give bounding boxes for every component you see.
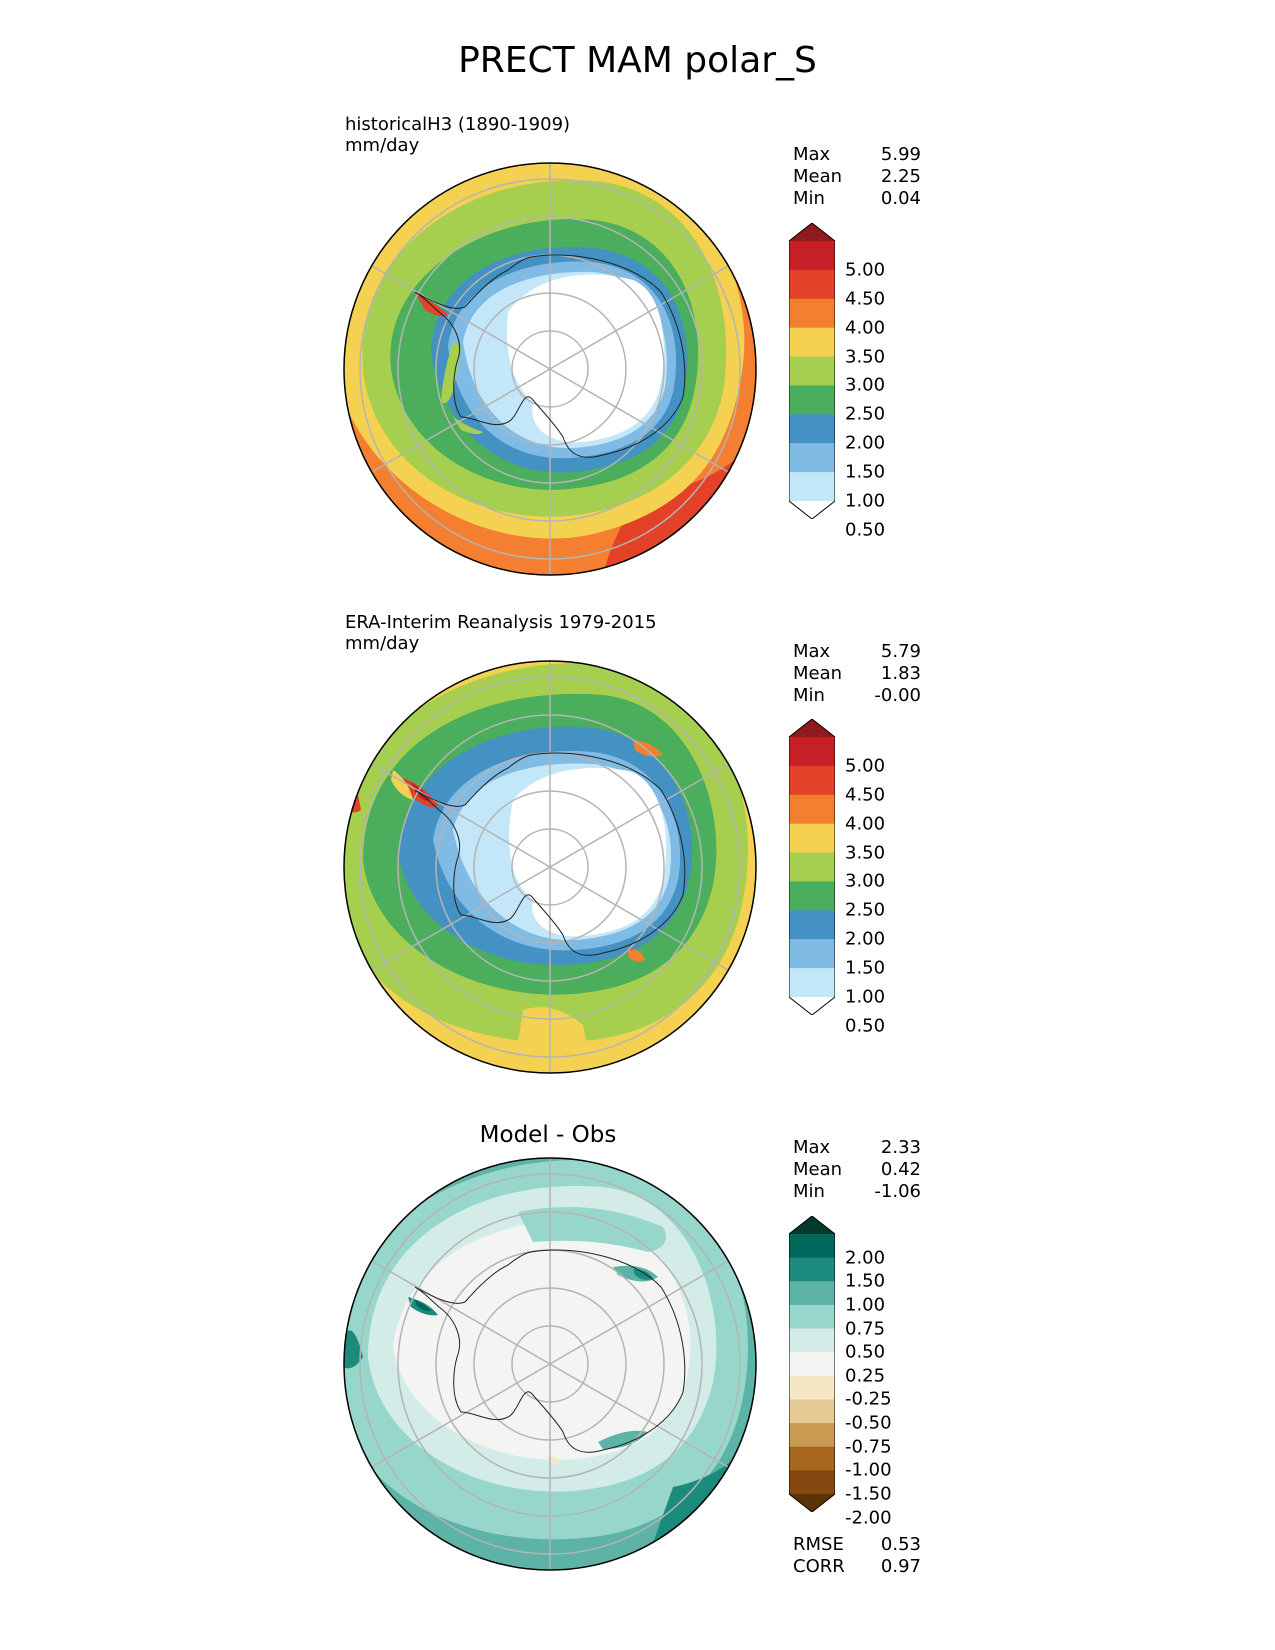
panel-3-metrics: RMSE 0.53 CORR 0.97 (793, 1534, 921, 1578)
panel-2-stats: Max 5.79 Mean 1.83 Min -0.00 (793, 641, 921, 707)
colorbar-tick-label: 1.50 (845, 1270, 886, 1292)
panel-2-colorbar (789, 719, 835, 1015)
colorbar-tick-label: 3.00 (845, 374, 886, 396)
colorbar-band (789, 1399, 835, 1424)
colorbar-tick-label: 2.50 (845, 899, 886, 921)
colorbar-band (789, 881, 835, 911)
colorbar-band (789, 1234, 835, 1259)
colorbar-tick-label: 0.25 (845, 1365, 886, 1387)
colorbar-tick-label: 0.50 (845, 519, 886, 541)
colorbar-tick-label: 1.00 (845, 1294, 886, 1316)
colorbar-band (789, 910, 835, 940)
colorbar-extend-bottom (789, 997, 835, 1015)
panel-2-title: ERA-Interim Reanalysis 1979-2015 mm/day (345, 612, 657, 654)
colorbar-tick-label: 1.50 (845, 957, 886, 979)
figure-title: PRECT MAM polar_S (458, 40, 817, 81)
colorbar-band (789, 939, 835, 969)
panel-2-label: ERA-Interim Reanalysis 1979-2015 (345, 612, 657, 633)
stat-max: Max 2.33 (793, 1137, 921, 1158)
colorbar-extend-top (789, 223, 835, 241)
colorbar-tick-label: -0.75 (845, 1436, 892, 1458)
panel-2-units: mm/day (345, 633, 420, 654)
colorbar-band (789, 1423, 835, 1448)
colorbar-band (789, 385, 835, 415)
stat-min: Min -1.06 (793, 1181, 921, 1202)
stat-mean: Mean 1.83 (793, 663, 921, 684)
stat-mean: Mean 0.42 (793, 1159, 921, 1180)
colorbar-tick-label: -1.00 (845, 1459, 892, 1481)
colorbar-tick-label: 4.00 (845, 813, 886, 835)
colorbar-band (789, 241, 835, 271)
colorbar-band (789, 1470, 835, 1495)
stat-min: Min -0.00 (793, 685, 921, 706)
colorbar-tick-label: -0.50 (845, 1412, 892, 1434)
colorbar-band (789, 794, 835, 825)
colorbar-tick-label: 3.00 (845, 870, 886, 892)
stat-max: Max 5.79 (793, 641, 921, 662)
colorbar-band (789, 823, 835, 854)
panel-1-title: historicalH3 (1890-1909) mm/day (345, 114, 570, 156)
colorbar-tick-label: 0.50 (845, 1015, 886, 1037)
stat-min: Min 0.04 (793, 188, 921, 209)
colorbar-tick-label: 1.00 (845, 986, 886, 1008)
colorbar-tick-label: 4.00 (845, 317, 886, 339)
colorbar-band (789, 1328, 835, 1353)
colorbar-band (789, 1352, 835, 1377)
colorbar-tick-label: 1.50 (845, 461, 886, 483)
colorbar-band (789, 472, 835, 502)
colorbar-tick-label: 1.00 (845, 490, 886, 512)
colorbar-tick-label: 0.75 (845, 1318, 886, 1340)
colorbar-extend-bottom (789, 1494, 835, 1512)
colorbar-tick-label: 3.50 (845, 346, 886, 368)
colorbar-band (789, 1304, 835, 1330)
metric-rmse: RMSE 0.53 (793, 1534, 921, 1555)
colorbar-band (789, 737, 835, 767)
colorbar-tick-label: 3.50 (845, 842, 886, 864)
colorbar-tick-label: 4.50 (845, 288, 886, 310)
colorbar-tick-label: 5.00 (845, 259, 886, 281)
colorbar-tick-label: -1.50 (845, 1483, 892, 1505)
colorbar-band (789, 1446, 835, 1471)
colorbar-band (789, 1257, 835, 1282)
colorbar-band (789, 443, 835, 473)
colorbar-extend-bottom (789, 501, 835, 519)
colorbar-tick-label: 5.00 (845, 755, 886, 777)
colorbar-band (789, 765, 835, 796)
colorbar-tick-label: -0.25 (845, 1388, 892, 1410)
panel-3-stats: Max 2.33 Mean 0.42 Min -1.06 (793, 1137, 921, 1203)
colorbar-extend-top (789, 719, 835, 737)
colorbar-band (789, 1375, 835, 1400)
colorbar-tick-label: 2.50 (845, 403, 886, 425)
colorbar-tick-label: 2.00 (845, 432, 886, 454)
panel-1-label: historicalH3 (1890-1909) (345, 114, 571, 135)
colorbar-band (789, 968, 835, 998)
colorbar-band (789, 327, 835, 358)
panel-3-colorbar (789, 1216, 835, 1512)
panel-1-units: mm/day (345, 135, 420, 156)
colorbar-tick-label: 4.50 (845, 784, 886, 806)
panel-3-map (343, 1157, 757, 1571)
colorbar-band (789, 356, 835, 386)
stat-mean: Mean 2.25 (793, 166, 921, 187)
panel-1-stats: Max 5.99 Mean 2.25 Min 0.04 (793, 144, 921, 210)
colorbar-band (789, 269, 835, 300)
colorbar-tick-label: 0.50 (845, 1341, 886, 1363)
metric-corr: CORR 0.97 (793, 1556, 921, 1577)
panel-1-colorbar (789, 223, 835, 519)
colorbar-tick-label: 2.00 (845, 1247, 886, 1269)
colorbar-tick-label: 2.00 (845, 928, 886, 950)
panel-2-map (343, 660, 757, 1074)
colorbar-band (789, 298, 835, 329)
colorbar-band (789, 852, 835, 882)
panel-3-title: Model - Obs (479, 1122, 617, 1148)
colorbar-band (789, 414, 835, 444)
panel-1-map (343, 162, 757, 576)
colorbar-extend-top (789, 1216, 835, 1234)
colorbar-tick-label: -2.00 (845, 1507, 892, 1529)
stat-max: Max 5.99 (793, 144, 921, 165)
colorbar-band (789, 1281, 835, 1306)
